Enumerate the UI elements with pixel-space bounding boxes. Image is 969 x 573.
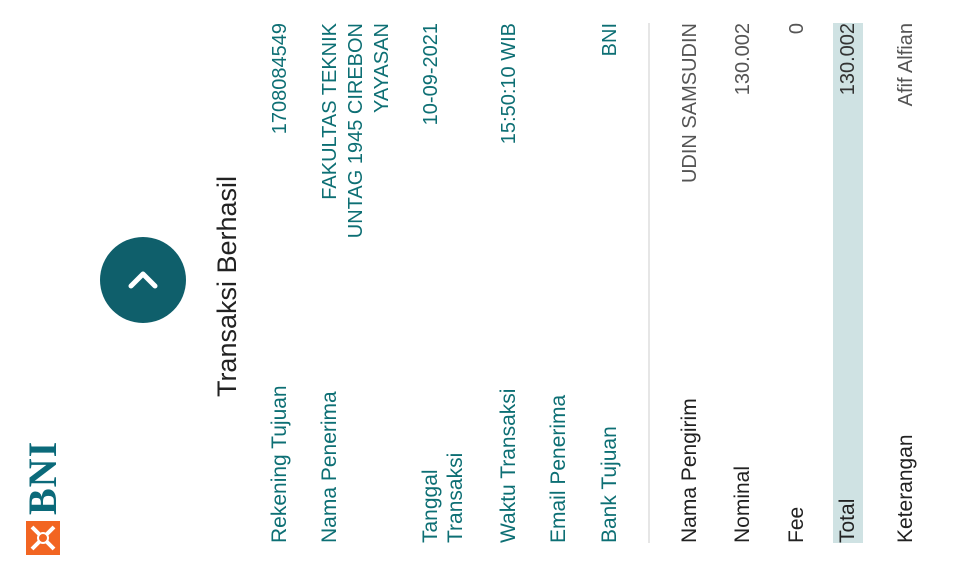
page-title: Transaksi Berhasil (212, 175, 242, 398)
detail-value: FAKULTAS TEKNIK UNTAG 1945 CIREBON YAYAS… (319, 23, 393, 239)
chevron-right-icon (128, 271, 158, 289)
detail-label: Email Penerima (547, 394, 570, 543)
detail-label: Bank Tujuan (598, 426, 621, 543)
detail-label: Nominal (731, 465, 754, 543)
success-badge (100, 237, 186, 323)
detail-value: 1708084549 (269, 23, 291, 135)
bni-logo-mark-icon (26, 521, 60, 555)
detail-value: UDIN SAMSUDIN (679, 23, 701, 184)
detail-value: Afif Alfian (895, 23, 917, 107)
total-row: Total 130.002 (833, 23, 863, 543)
total-label: Total (836, 498, 859, 543)
detail-label: Nama Pengirim (678, 398, 701, 543)
detail-value: BNI (599, 23, 621, 57)
detail-label: Keterangan (894, 434, 917, 543)
bni-logo: BNI (18, 441, 68, 555)
bni-logo-text: BNI (20, 440, 65, 515)
section-divider (648, 23, 650, 543)
detail-value: 10-09-2021 (420, 23, 442, 126)
detail-value: 0 (786, 23, 808, 35)
total-value: 130.002 (837, 23, 859, 96)
detail-label: Fee (785, 506, 808, 543)
detail-label: Tanggal Transaksi (419, 452, 467, 543)
detail-value: 130.002 (732, 23, 754, 96)
detail-label: Waktu Transaksi (497, 388, 520, 543)
detail-value: 15:50:10 WIB (498, 23, 520, 145)
detail-label: Rekening Tujuan (268, 385, 291, 543)
detail-label: Nama Penerima (318, 391, 341, 543)
